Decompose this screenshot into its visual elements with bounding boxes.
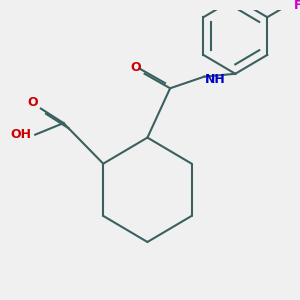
Text: F: F xyxy=(294,0,300,12)
Text: OH: OH xyxy=(11,128,32,141)
Text: NH: NH xyxy=(205,73,226,86)
Text: O: O xyxy=(131,61,141,74)
Text: O: O xyxy=(27,96,38,109)
